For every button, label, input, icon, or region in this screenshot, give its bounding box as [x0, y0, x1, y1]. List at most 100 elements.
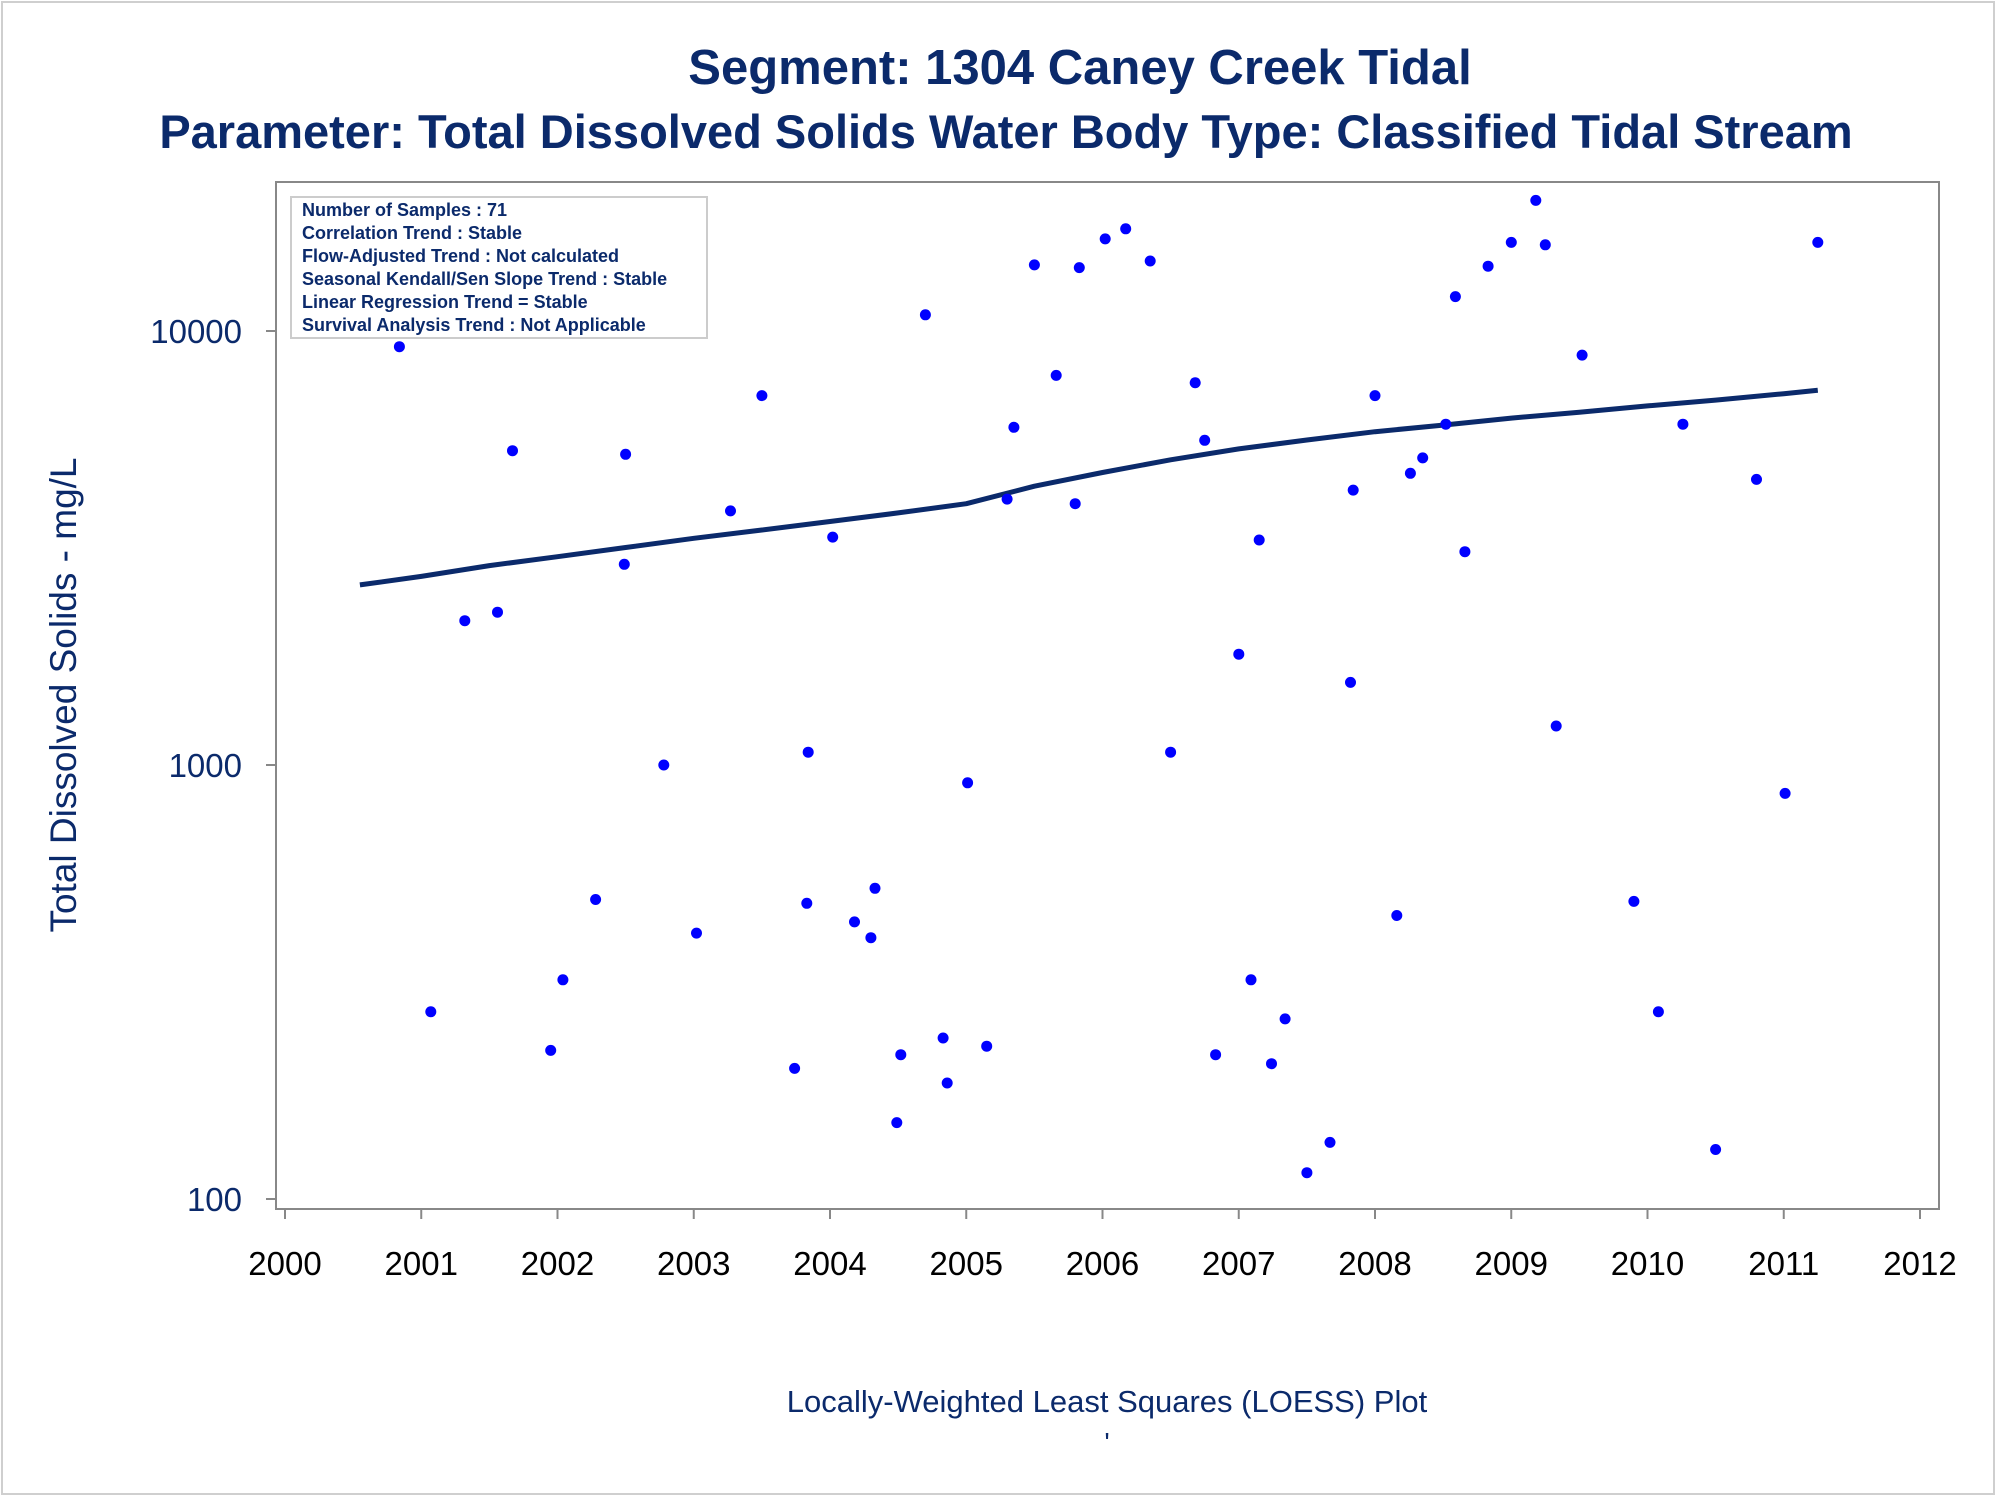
x-tick-label: 2012 [1883, 1245, 1956, 1282]
data-point [1652, 1006, 1664, 1018]
data-point [1812, 236, 1824, 248]
trend-layer [359, 387, 1819, 588]
stats-box: Number of Samples : 71 Correlation Trend… [290, 196, 708, 339]
x-tick-label: 2007 [1202, 1245, 1275, 1282]
stat-survival-analysis-trend: Survival Analysis Trend : Not Applicable [302, 315, 646, 335]
data-point [658, 759, 670, 771]
data-point [425, 1006, 437, 1018]
data-point [801, 897, 813, 909]
x-tick-label: 2006 [1066, 1245, 1139, 1282]
data-point [1449, 291, 1461, 303]
data-point [507, 445, 518, 457]
stats-box-border [290, 196, 708, 339]
data-point [1233, 648, 1245, 660]
chart-subtitle: Parameter: Total Dissolved Solids Water … [159, 105, 1852, 158]
data-point [1245, 974, 1257, 986]
data-point [1199, 434, 1211, 446]
plot-area [275, 181, 1940, 1210]
data-point [459, 615, 471, 627]
y-tick-label: 1000 [169, 747, 242, 784]
stat-seasonal-kendall-trend: Seasonal Kendall/Sen Slope Trend : Stabl… [302, 269, 667, 289]
data-point [1266, 1058, 1277, 1070]
data-point [1751, 473, 1762, 485]
data-point [1253, 534, 1265, 546]
data-point [941, 1077, 953, 1089]
data-point [590, 894, 602, 905]
data-point [827, 531, 839, 543]
data-point [1710, 1144, 1722, 1155]
data-point [1347, 484, 1359, 496]
x-tick-label: 2000 [248, 1245, 321, 1282]
data-point [1324, 1136, 1336, 1148]
data-point [1165, 746, 1177, 758]
data-point [1369, 390, 1381, 402]
points-layer [354, 194, 1824, 1179]
data-point [1099, 233, 1111, 245]
data-point [1628, 895, 1640, 907]
data-point [1440, 418, 1452, 430]
data-point [849, 916, 860, 928]
data-point [1417, 452, 1429, 464]
x-tick-label: 2009 [1475, 1245, 1548, 1282]
data-point [789, 1062, 801, 1074]
stat-flow-adjusted-trend: Flow-Adjusted Trend : Not calculated [302, 246, 619, 266]
data-point [1073, 262, 1085, 274]
x-tick-label: 2008 [1338, 1245, 1411, 1282]
data-point [1530, 194, 1542, 206]
data-point [725, 505, 736, 517]
data-point [1677, 418, 1689, 430]
data-point [1779, 787, 1791, 799]
data-point [937, 1032, 949, 1044]
y-tick-label: 10000 [150, 313, 242, 350]
data-point [1120, 223, 1132, 235]
data-point [1404, 467, 1416, 479]
stat-linear-regression-trend: Linear Regression Trend = Stable [302, 292, 588, 312]
data-point [1539, 239, 1551, 251]
data-point [557, 974, 569, 986]
x-tick-label: 2003 [657, 1245, 730, 1282]
data-point [891, 1117, 903, 1129]
stat-sample-count: Number of Samples : 71 [302, 200, 507, 220]
data-point [492, 606, 503, 618]
data-point [1279, 1013, 1291, 1025]
data-point [393, 341, 405, 353]
data-point [981, 1040, 993, 1052]
data-point [1008, 421, 1020, 433]
x-tick-label: 2010 [1611, 1245, 1684, 1282]
x-tick-label: 2001 [385, 1245, 458, 1282]
y-axis: 100 1000 10000 [150, 313, 276, 1218]
data-point [1001, 493, 1013, 505]
data-point [919, 309, 931, 321]
x-axis-label: Locally-Weighted Least Squares (LOESS) P… [787, 1384, 1428, 1419]
x-tick-label: 2002 [521, 1245, 594, 1282]
data-point [1050, 369, 1062, 381]
data-point [620, 448, 632, 460]
data-point [1459, 546, 1471, 558]
y-axis-label: Total Dissolved Solids - mg/L [43, 457, 84, 932]
data-point [1028, 259, 1040, 271]
y-tick-label: 100 [187, 1181, 242, 1218]
data-point [1069, 498, 1081, 510]
x-axis: 2000 2001 2002 2003 2004 2005 2006 2007 2008 2009… [248, 1209, 1957, 1282]
data-point [545, 1044, 557, 1056]
data-point [756, 390, 768, 402]
x-tick-label: 2005 [930, 1245, 1003, 1282]
footer-mark: ' [1104, 1427, 1109, 1458]
data-point [865, 932, 877, 944]
data-point [1576, 349, 1588, 361]
stat-correlation-trend: Correlation Trend : Stable [302, 223, 522, 243]
data-point [895, 1049, 907, 1061]
data-point [869, 882, 881, 894]
data-point [1482, 260, 1494, 272]
data-point [1144, 255, 1156, 267]
data-point [1345, 676, 1356, 688]
data-point [1210, 1049, 1222, 1061]
data-point [691, 927, 702, 939]
data-point [1550, 720, 1562, 732]
chart-title: Segment: 1304 Caney Creek Tidal [688, 41, 1471, 95]
data-point [1391, 910, 1403, 921]
x-tick-label: 2011 [1748, 1245, 1819, 1282]
x-tick-label: 2004 [793, 1245, 866, 1282]
loess-trend-line [359, 387, 1819, 588]
